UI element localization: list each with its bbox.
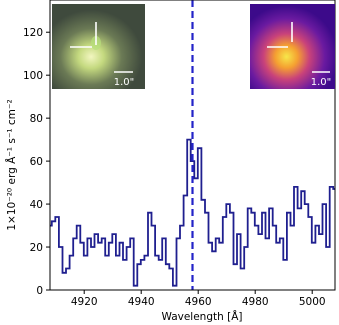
scale-bar-label: 1.0" — [114, 77, 135, 88]
y-tick-label: 100 — [23, 70, 43, 82]
x-tick-label: 5000 — [299, 296, 326, 308]
y-axis-label: 1×10⁻²⁰ erg Å⁻¹ s⁻¹ cm⁻² — [5, 99, 18, 230]
plot-frame — [49, 0, 336, 291]
scale-bar-label: 1.0" — [311, 77, 332, 88]
y-tick-label: 40 — [30, 199, 43, 211]
x-tick-label: 4920 — [71, 296, 98, 308]
plot-area: 4920 4940 4960 4980 5000 0 20 40 60 80 100 120 — [23, 0, 336, 308]
inset-image-natural: 1.0" — [52, 4, 145, 89]
y-tick-label: 60 — [30, 156, 43, 168]
inset-image-plasma: 1.0" — [250, 4, 335, 89]
x-tick-label: 4960 — [185, 296, 212, 308]
x-axis-label: Wavelength [Å] — [161, 310, 242, 323]
x-tick-label: 4980 — [242, 296, 269, 308]
y-tick-label: 20 — [30, 242, 43, 254]
y-tick-label: 80 — [30, 113, 43, 125]
y-tick-label: 120 — [23, 27, 43, 39]
x-tick-label: 4940 — [128, 296, 155, 308]
spectrum-line — [50, 138, 335, 287]
y-tick-label: 0 — [36, 285, 43, 297]
